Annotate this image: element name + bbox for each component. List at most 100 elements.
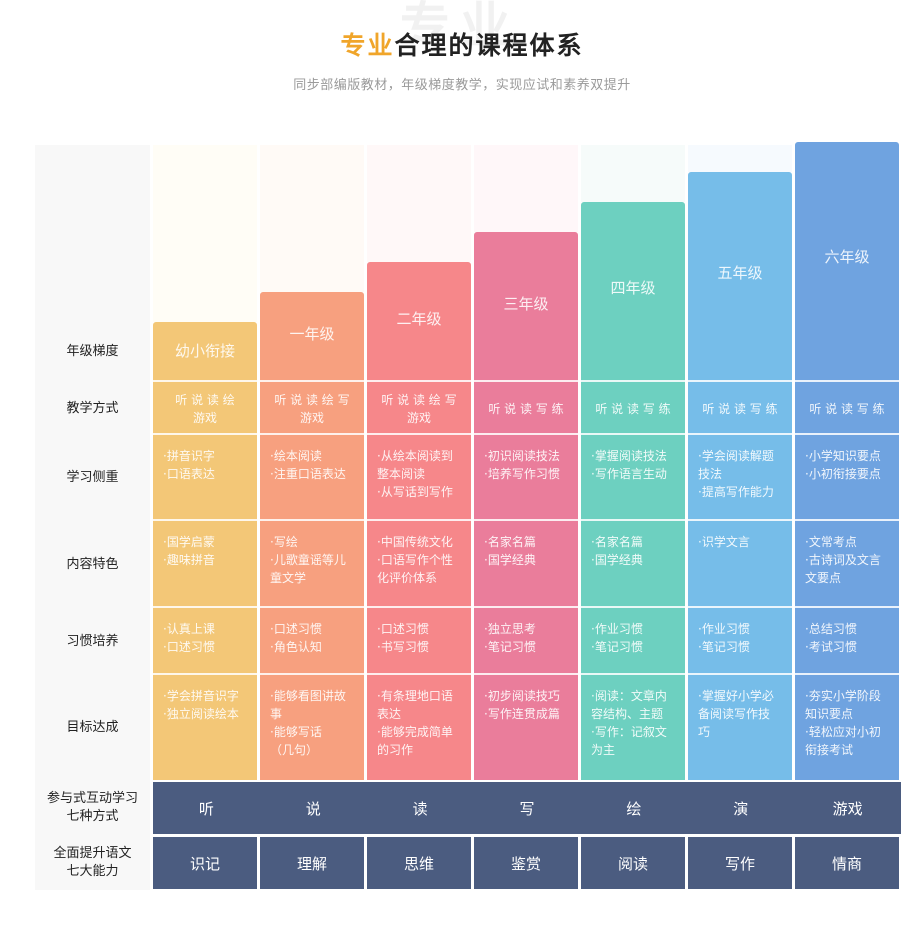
- column-divider: [364, 142, 367, 780]
- mode-item: 演: [733, 799, 749, 818]
- cell-line: ·识学文言: [698, 535, 750, 549]
- cell-line: ·独立阅读绘本: [163, 707, 239, 721]
- cell-line: ·笔记习惯: [591, 640, 643, 654]
- row-label-abilities-line1: 全面提升语文: [53, 846, 132, 861]
- grade-column: [260, 292, 364, 780]
- row-label-abilities-line2: 七大能力: [66, 864, 119, 879]
- cell-line: ·文常考点: [805, 535, 857, 549]
- cell-line: ·中国传统文化: [377, 535, 453, 549]
- cell-line: ·能够写话: [270, 725, 322, 739]
- row-divider: [153, 433, 901, 435]
- cell-line: ·儿歌童谣等儿: [270, 553, 346, 567]
- cell-habit: ·认真上课 ·口述习惯: [153, 608, 257, 675]
- cell-line: 听 说 读 写 练: [809, 401, 885, 416]
- column-divider: [257, 142, 260, 780]
- ability-item: 思维: [367, 837, 471, 889]
- row-label-goal: 目标达成: [66, 719, 119, 735]
- cell-habit: ·作业习惯 ·笔记习惯: [688, 608, 792, 675]
- cell-line: 听 说 读 绘 写: [381, 392, 457, 407]
- cell-line: ·注重口语表达: [270, 467, 346, 481]
- column-divider: [792, 142, 795, 780]
- row-label-method: 教学方式: [66, 400, 119, 416]
- grade-label: 四年级: [610, 279, 656, 297]
- cell-line: ·国学经典: [484, 553, 536, 567]
- cell-line: 技法: [698, 467, 723, 481]
- title-watermark: 专业: [400, 0, 520, 55]
- cell-line: 游戏: [406, 410, 431, 425]
- cell-line: 为主: [591, 743, 616, 757]
- cell-line: ·口述习惯: [377, 622, 429, 636]
- cell-line: 容结构、主题: [591, 707, 664, 721]
- ability-item: 阅读: [581, 837, 685, 889]
- row-label-abilities: 全面提升语文 七大能力: [35, 837, 150, 889]
- column-tint: [153, 145, 257, 322]
- cell-line: ·掌握阅读技法: [591, 449, 667, 463]
- cell-line: 听 说 读 绘: [175, 392, 235, 407]
- grade-column: [474, 232, 578, 780]
- cell-line: ·名家名篇: [591, 535, 643, 549]
- cell-line: 衔接考试: [805, 743, 854, 757]
- mode-item: 听: [198, 799, 214, 818]
- cell-habit: ·独立思考 ·笔记习惯: [474, 608, 578, 675]
- column-tint: [688, 145, 792, 172]
- cell-content: ·国学启蒙 ·趣味拼音: [153, 521, 257, 608]
- cell-line: 备阅读写作技: [698, 707, 771, 721]
- cell-line: ·初步阅读技巧: [484, 689, 560, 703]
- grade-label: 三年级: [503, 295, 549, 313]
- cell-line: 表达: [377, 707, 402, 721]
- column-divider: [471, 142, 474, 780]
- cell-line: ·培养写作习惯: [484, 467, 560, 481]
- row-label-modes: 参与式互动学习 七种方式: [35, 782, 150, 834]
- cell-line: ·提高写作能力: [698, 485, 774, 499]
- cell-goal: ·有条理地口语 表达 ·能够完成简单 的习作: [367, 675, 471, 780]
- cell-goal: ·初步阅读技巧 ·写作连贯成篇: [474, 675, 578, 780]
- grade-column: [688, 172, 792, 780]
- cell-line: ·笔记习惯: [484, 640, 536, 654]
- cell-line: ·总结习惯: [805, 622, 857, 636]
- cell-habit: ·总结习惯 ·考试习惯: [795, 608, 899, 675]
- cell-habit: ·作业习惯 ·笔记习惯: [581, 608, 685, 675]
- cell-line: ·笔记习惯: [698, 640, 750, 654]
- column-tint: [260, 145, 364, 292]
- cell-line: ·古诗词及文言: [805, 553, 881, 567]
- cell-method: 听 说 读 写 练: [795, 382, 899, 435]
- cell-line: ·国学经典: [591, 553, 643, 567]
- cell-line: 化评价体系: [377, 571, 438, 585]
- cell-content: ·写绘 ·儿歌童谣等儿 童文学: [260, 521, 364, 608]
- grade-column: [367, 262, 471, 780]
- cell-line: ·认真上课: [163, 622, 215, 636]
- row-label-modes-line2: 七种方式: [66, 809, 119, 824]
- grade-column: [153, 322, 257, 780]
- cell-line: 游戏: [192, 410, 217, 425]
- cell-content: ·识学文言: [688, 521, 792, 608]
- page-title: 专业合理的课程体系: [0, 26, 924, 62]
- cell-line: ·独立思考: [484, 622, 536, 636]
- cell-line: 听 说 读 写 练: [595, 401, 671, 416]
- cell-method: 听 说 读 写 练: [581, 382, 685, 435]
- cell-line: 听 说 读 绘 写: [274, 392, 350, 407]
- cell-habit: ·口述习惯 ·角色认知: [260, 608, 364, 675]
- column-divider: [578, 142, 581, 780]
- cell-line: 巧: [698, 725, 711, 739]
- cell-line: ·夯实小学阶段: [805, 689, 881, 703]
- cell-line: ·写作连贯成篇: [484, 707, 560, 721]
- cell-line: 听 说 读 写 练: [702, 401, 778, 416]
- cell-goal: ·夯实小学阶段 知识要点 ·轻松应对小初 衔接考试: [795, 675, 899, 780]
- cell-line: ·拼音识字: [163, 449, 215, 463]
- cell-line: 的习作: [377, 743, 414, 757]
- cell-goal: ·学会拼音识字 ·独立阅读绘本: [153, 675, 257, 780]
- cell-focus: ·初识阅读技法 ·培养写作习惯: [474, 435, 578, 521]
- cell-content: ·文常考点 ·古诗词及文言 文要点: [795, 521, 899, 608]
- mode-item: 绘: [626, 799, 642, 818]
- mode-item: 读: [412, 799, 428, 818]
- ability-item: 情商: [795, 837, 899, 889]
- cell-line: ·口述习惯: [270, 622, 322, 636]
- cell-goal: ·阅读：文章内 容结构、主题 ·写作：记叙文 为主: [581, 675, 685, 780]
- row-divider: [153, 519, 901, 521]
- cell-focus: ·掌握阅读技法 ·写作语言生动: [581, 435, 685, 521]
- row-label-grade: 年级梯度: [66, 344, 119, 359]
- cell-line: ·小初衔接要点: [805, 467, 881, 481]
- cell-habit: ·口述习惯 ·书写习惯: [367, 608, 471, 675]
- ability-item: 识记: [153, 837, 257, 889]
- cell-line: 文要点: [805, 571, 842, 585]
